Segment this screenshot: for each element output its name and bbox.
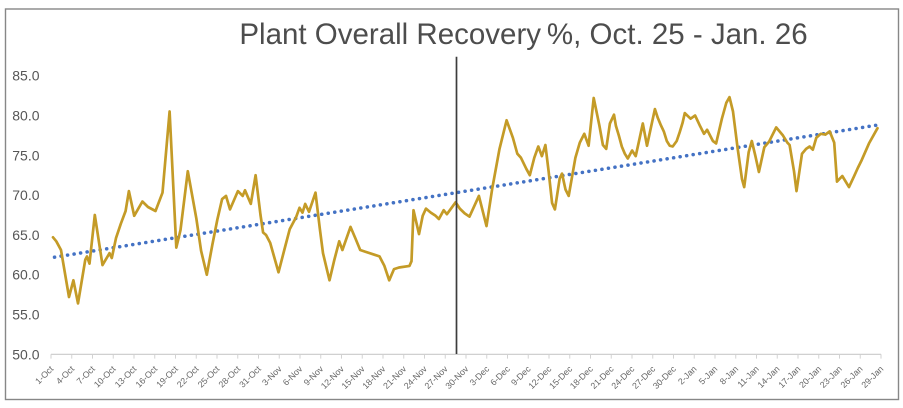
svg-text:50.0: 50.0 xyxy=(12,346,39,362)
svg-text:60.0: 60.0 xyxy=(12,267,39,283)
svg-text:75.0: 75.0 xyxy=(12,147,39,163)
svg-text:85.0: 85.0 xyxy=(12,68,39,84)
svg-text:31-Oct: 31-Oct xyxy=(237,363,263,389)
svg-text:29-Jan: 29-Jan xyxy=(859,364,885,390)
svg-text:65.0: 65.0 xyxy=(12,227,39,243)
svg-text:26-Jan: 26-Jan xyxy=(839,364,865,390)
svg-text:25-Oct: 25-Oct xyxy=(196,363,222,389)
svg-text:1-Oct: 1-Oct xyxy=(33,363,56,386)
svg-text:6-Nov: 6-Nov xyxy=(281,363,305,387)
svg-text:14-Jan: 14-Jan xyxy=(756,364,782,390)
svg-text:10-Oct: 10-Oct xyxy=(92,363,118,389)
svg-text:17-Jan: 17-Jan xyxy=(776,364,802,390)
svg-text:19-Oct: 19-Oct xyxy=(154,363,180,389)
svg-text:55.0: 55.0 xyxy=(12,307,39,323)
svg-text:28-Oct: 28-Oct xyxy=(216,363,242,389)
svg-text:80.0: 80.0 xyxy=(12,108,39,124)
svg-text:4-Oct: 4-Oct xyxy=(54,363,77,386)
svg-text:30-Nov: 30-Nov xyxy=(443,363,471,391)
svg-text:5-Jan: 5-Jan xyxy=(697,364,720,387)
svg-text:Plant Overall Recovery %, Oct.: Plant Overall Recovery %, Oct. 25 - Jan.… xyxy=(239,18,807,51)
svg-text:70.0: 70.0 xyxy=(12,187,39,203)
svg-text:3-Nov: 3-Nov xyxy=(260,363,284,387)
svg-text:22-Oct: 22-Oct xyxy=(175,363,201,389)
svg-text:13-Oct: 13-Oct xyxy=(113,363,139,389)
svg-text:16-Oct: 16-Oct xyxy=(133,363,159,389)
svg-text:2-Jan: 2-Jan xyxy=(676,364,699,387)
svg-text:6-Dec: 6-Dec xyxy=(488,363,512,387)
svg-text:30-Dec: 30-Dec xyxy=(651,363,679,391)
svg-text:20-Jan: 20-Jan xyxy=(797,364,823,390)
svg-text:23-Jan: 23-Jan xyxy=(818,364,844,390)
svg-text:3-Dec: 3-Dec xyxy=(468,363,492,387)
